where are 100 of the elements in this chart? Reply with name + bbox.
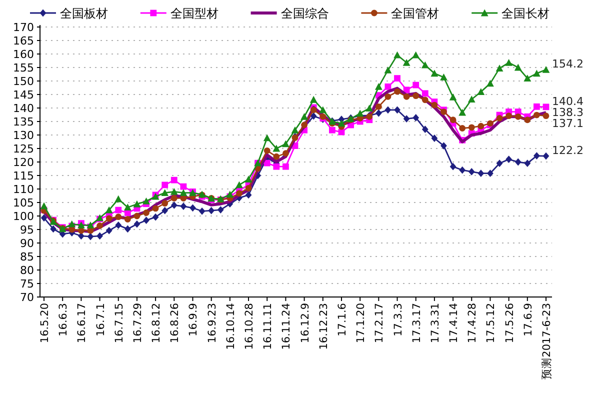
point <box>422 90 428 97</box>
point <box>374 82 382 90</box>
x-tick-label: 17.6.9 <box>522 303 534 336</box>
point <box>180 183 187 190</box>
y-tick-label: 130 <box>13 129 34 142</box>
y-tick-label: 145 <box>13 88 34 102</box>
x-tick-label: 16.8.26 <box>169 302 182 344</box>
point <box>375 103 382 110</box>
point <box>496 115 503 122</box>
y-tick-label: 150 <box>13 75 34 88</box>
point <box>534 103 540 110</box>
legend-label: 全国长材 <box>502 6 550 20</box>
point <box>272 144 280 152</box>
point <box>170 188 178 195</box>
point <box>431 102 438 108</box>
point <box>402 58 410 66</box>
point <box>458 108 466 116</box>
y-tick-label: 170 <box>13 21 34 34</box>
y-tick-label: 165 <box>13 34 34 48</box>
point <box>134 220 140 228</box>
point <box>152 205 159 212</box>
point <box>468 124 475 131</box>
point <box>478 170 484 178</box>
x-tick-label: 17.5.12 <box>485 303 498 344</box>
point <box>440 74 448 80</box>
y-tick-label: 125 <box>13 142 34 156</box>
data-label: 140.4 <box>552 94 584 108</box>
point <box>477 88 485 95</box>
x-tick-label: 16.5.20 <box>39 303 51 344</box>
x-tick-label: 16.11.11 <box>262 303 274 350</box>
y-tick-label: 110 <box>13 183 34 196</box>
y-tick-label: 95 <box>20 224 34 236</box>
point <box>534 112 540 118</box>
y-tick-label: 80 <box>20 264 34 277</box>
point <box>366 104 374 112</box>
point <box>124 216 131 222</box>
x-tick-label: 17.1.20 <box>355 303 368 344</box>
data-label: 122.2 <box>552 144 584 158</box>
point <box>384 93 392 100</box>
y-tick-label: 85 <box>20 250 34 264</box>
y-tick-label: 140 <box>13 102 34 115</box>
point <box>162 206 168 214</box>
point <box>198 207 206 215</box>
point <box>68 220 76 228</box>
point <box>486 80 494 87</box>
point <box>514 64 522 71</box>
y-tick-label: 105 <box>13 196 34 210</box>
point <box>310 96 318 103</box>
point <box>217 206 224 214</box>
point <box>533 70 540 77</box>
point <box>450 116 456 124</box>
point <box>394 88 400 95</box>
x-tick-label: 17.3.17 <box>410 303 423 344</box>
point <box>236 190 242 197</box>
legend-label: 全国管材 <box>391 6 440 20</box>
point <box>459 166 466 174</box>
point <box>162 200 168 207</box>
point <box>394 106 400 114</box>
x-tick-label: 16.7.15 <box>113 303 126 344</box>
point <box>273 153 280 160</box>
point <box>264 147 270 154</box>
point <box>524 160 531 168</box>
x-tick-label: 17.1.6 <box>336 302 348 336</box>
point <box>180 202 187 210</box>
x-tick-label: 17.4.28 <box>466 303 479 344</box>
point <box>506 112 512 120</box>
point <box>40 214 48 222</box>
y-tick-label: 75 <box>20 278 34 290</box>
point <box>534 152 540 160</box>
point <box>115 214 122 220</box>
point <box>282 140 290 148</box>
data-label: 154.2 <box>552 58 584 71</box>
x-tick-label: 17.5.26 <box>504 302 516 344</box>
point <box>450 162 456 170</box>
point <box>496 160 503 168</box>
point <box>244 176 252 182</box>
point <box>542 66 550 73</box>
point <box>468 168 475 176</box>
point <box>310 106 317 114</box>
x-tick-label: 16.9.23 <box>206 303 218 344</box>
point <box>105 206 113 214</box>
point <box>236 181 243 188</box>
point <box>431 134 438 142</box>
x-tick-label: 17.2.17 <box>374 303 386 344</box>
point <box>226 190 234 198</box>
y-tick-label: 90 <box>20 237 34 250</box>
point <box>506 156 512 163</box>
x-tick-label: 16.7.29 <box>132 303 144 344</box>
point <box>319 106 327 114</box>
point <box>412 114 420 122</box>
point <box>412 92 420 100</box>
point <box>356 110 364 117</box>
point <box>403 115 410 122</box>
x-tick-label: 16.12.9 <box>299 303 312 344</box>
point <box>338 120 346 127</box>
point <box>468 96 476 103</box>
point <box>421 61 429 68</box>
point <box>161 189 169 196</box>
point <box>505 58 513 66</box>
point <box>133 200 141 208</box>
